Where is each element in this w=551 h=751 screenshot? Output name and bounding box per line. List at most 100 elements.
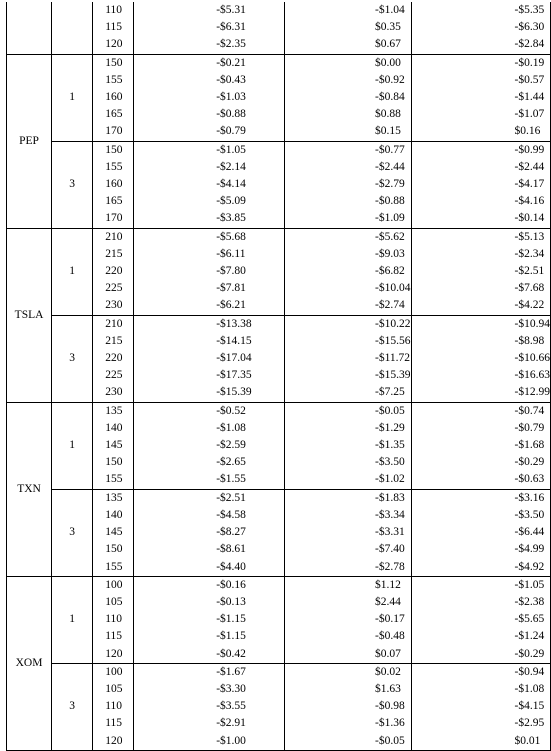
value-cell-2: -$6.82	[284, 263, 412, 281]
strike-cell: 145	[92, 524, 135, 542]
value-cell-3: -$2.34	[410, 245, 551, 264]
value-cell-1: -$15.39	[133, 384, 286, 403]
value-cell-1: -$1.08	[133, 419, 286, 438]
value-cell-1: -$0.79	[133, 123, 286, 142]
strike-cell: 115	[92, 628, 135, 646]
strike-cell: 115	[92, 19, 135, 37]
value-cell-3: -$1.24	[410, 628, 551, 646]
value-cell-3: -$6.30	[410, 19, 551, 37]
value-cell-2: $0.88	[284, 106, 412, 124]
strike-cell: 150	[92, 53, 135, 72]
table-row: 215 -$6.11 -$9.03 -$2.34	[7, 245, 551, 264]
value-cell-2: -$10.22	[284, 314, 412, 333]
value-cell-2: -$2.44	[284, 158, 412, 177]
strike-cell: 210	[92, 314, 135, 333]
table-row: 3 210 -$13.38 -$10.22 -$10.94	[7, 314, 551, 403]
table-body: 110 -$5.31 -$1.04 -$5.35 115 -$6.31 $0.35 -$6.3…	[5, 2, 551, 751]
value-cell-3: -$10.94	[410, 314, 551, 333]
table-row: TXN 1 135 -$0.52 -$0.05 -$0.74	[5, 401, 551, 577]
value-cell-3: -$1.08	[410, 680, 551, 699]
value-cell-2: $0.07	[284, 645, 412, 664]
table-row: 145 -$8.27 -$3.31 -$6.44	[7, 524, 551, 542]
value-cell-2: $1.12	[284, 575, 412, 594]
results-table: 110 -$5.31 -$1.04 -$5.35 115 -$6.31 $0.35 -$6.3…	[5, 2, 551, 751]
strike-cell: 120	[92, 732, 135, 751]
value-cell-3: -$5.13	[410, 227, 551, 246]
value-cell-2: -$15.56	[284, 332, 412, 351]
strike-cell: 100	[92, 662, 135, 681]
value-cell-3: -$4.22	[410, 297, 551, 316]
value-cell-2: -$2.78	[284, 558, 412, 577]
strike-cell: 160	[92, 176, 135, 194]
value-cell-1: -$0.21	[133, 53, 286, 72]
table-row: 150 -$2.65 -$3.50 -$0.29	[7, 454, 551, 472]
table-row: 115 -$6.31 $0.35 -$6.30	[7, 19, 551, 37]
table-row: 155 -$0.43 -$0.92 -$0.57	[7, 71, 551, 90]
strike-cell: 150	[92, 541, 135, 559]
strike-cell: 110	[92, 698, 135, 716]
value-cell-1: -$1.03	[133, 89, 286, 107]
table-row: 170 -$3.85 -$1.09 -$0.14	[7, 210, 551, 229]
value-cell-1: -$1.15	[133, 611, 286, 629]
table-row: 105 -$0.13 $2.44 -$2.38	[7, 593, 551, 612]
maturity-cell: 1	[51, 53, 94, 142]
value-cell-3: -$0.79	[410, 419, 551, 438]
value-cell-3: -$4.15	[410, 698, 551, 716]
strike-cell: 105	[92, 680, 135, 699]
value-cell-2: -$9.03	[284, 245, 412, 264]
value-cell-3: -$4.92	[410, 558, 551, 577]
table-row: 105 -$3.30 $1.63 -$1.08	[7, 680, 551, 699]
value-cell-2: -$1.83	[284, 488, 412, 507]
value-cell-2: -$0.17	[284, 611, 412, 629]
table-row: 115 -$1.15 -$0.48 -$1.24	[7, 628, 551, 646]
value-cell-3: -$5.65	[410, 611, 551, 629]
value-cell-3: -$4.16	[410, 193, 551, 211]
ticker-cell: TXN	[5, 401, 53, 577]
value-cell-3: -$0.63	[410, 471, 551, 490]
value-cell-2: -$7.40	[284, 541, 412, 559]
value-cell-3: -$2.84	[410, 36, 551, 55]
strike-cell: 155	[92, 558, 135, 577]
maturity-cell	[51, 2, 94, 55]
value-cell-3: -$3.16	[410, 488, 551, 507]
value-cell-3: -$0.99	[410, 140, 551, 159]
value-cell-3: -$1.05	[410, 575, 551, 594]
maturity-cell: 1	[51, 227, 94, 316]
table-row: 225 -$7.81 -$10.04 -$7.68	[7, 280, 551, 298]
table-row: 160 -$4.14 -$2.79 -$4.17	[7, 176, 551, 194]
value-cell-2: -$10.04	[284, 280, 412, 298]
table-row: 225 -$17.35 -$15.39 -$16.63	[7, 367, 551, 385]
table-row: 220 -$7.80 -$6.82 -$2.51	[7, 263, 551, 281]
value-cell-1: -$1.15	[133, 628, 286, 646]
table-row: 140 -$4.58 -$3.34 -$3.50	[7, 506, 551, 525]
value-cell-3: -$4.99	[410, 541, 551, 559]
strike-cell: 225	[92, 367, 135, 385]
value-cell-1: -$0.43	[133, 71, 286, 90]
strike-cell: 215	[92, 332, 135, 351]
strike-cell: 115	[92, 715, 135, 733]
value-cell-2: -$1.02	[284, 471, 412, 490]
value-cell-2: -$1.35	[284, 437, 412, 455]
table-row: 155 -$2.14 -$2.44 -$2.44	[7, 158, 551, 177]
value-cell-2: -$7.25	[284, 384, 412, 403]
value-cell-2: -$0.05	[284, 401, 412, 420]
value-cell-3: -$8.98	[410, 332, 551, 351]
value-cell-2: -$0.05	[284, 732, 412, 751]
maturity-cell: 3	[51, 662, 94, 751]
value-cell-3: -$0.29	[410, 645, 551, 664]
value-cell-1: -$4.58	[133, 506, 286, 525]
strike-cell: 170	[92, 123, 135, 142]
strike-cell: 105	[92, 593, 135, 612]
value-cell-1: -$4.14	[133, 176, 286, 194]
value-cell-1: -$7.80	[133, 263, 286, 281]
value-cell-1: -$0.52	[133, 401, 286, 420]
strike-cell: 135	[92, 488, 135, 507]
table-row: 160 -$1.03 -$0.84 -$1.44	[7, 89, 551, 107]
value-cell-2: -$0.92	[284, 71, 412, 90]
value-cell-2: -$0.98	[284, 698, 412, 716]
value-cell-2: $0.67	[284, 36, 412, 55]
value-cell-3: -$12.99	[410, 384, 551, 403]
value-cell-1: -$13.38	[133, 314, 286, 333]
ticker-cell	[5, 2, 53, 55]
strike-cell: 165	[92, 193, 135, 211]
